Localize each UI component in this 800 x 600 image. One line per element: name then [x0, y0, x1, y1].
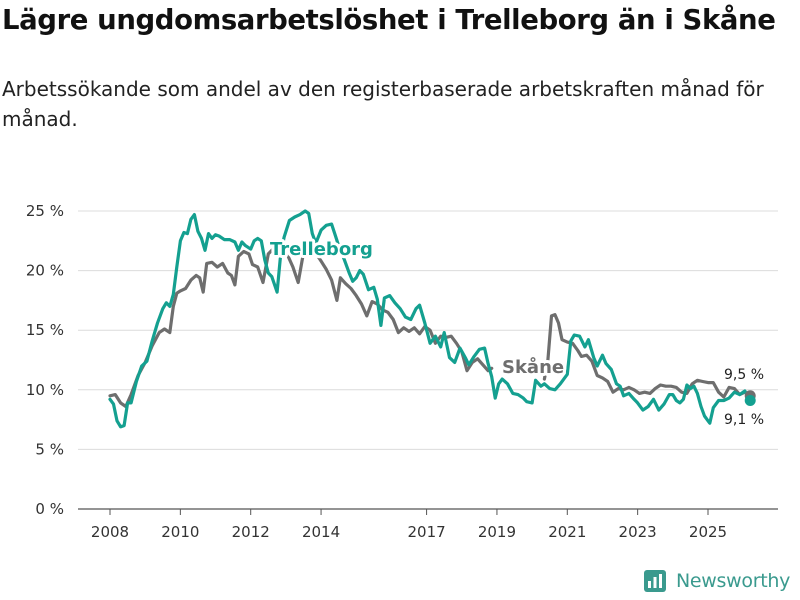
- series-line-skane: [542, 313, 752, 399]
- x-tick-label: 2023: [619, 523, 657, 541]
- y-tick-label: 25 %: [26, 202, 64, 220]
- x-tick-label: 2010: [161, 523, 199, 541]
- x-tick-label: 2025: [689, 523, 727, 541]
- x-tick-label: 2014: [302, 523, 340, 541]
- x-tick-label: 2019: [478, 523, 516, 541]
- series-label-trelleborg: Trelleborg: [270, 239, 373, 260]
- end-point-trelleborg: [744, 395, 756, 407]
- x-tick-label: 2008: [91, 523, 129, 541]
- series-lines: [108, 209, 756, 429]
- chart-title: Lägre ungdomsarbetslöshet i Trelleborg ä…: [2, 4, 776, 36]
- gridlines: [78, 210, 778, 510]
- x-tick-label: 2012: [232, 523, 270, 541]
- newsworthy-brand: Newsworthy: [644, 570, 790, 592]
- x-axis: 2008 2010 2012 2014 2017 2019 2021 2023 2025: [91, 509, 727, 541]
- x-tick-label: 2017: [407, 523, 445, 541]
- y-tick-label: 20 %: [26, 262, 64, 280]
- series-label-skane: Skåne: [502, 356, 564, 378]
- series-line-skane: [108, 245, 494, 409]
- end-label-skane: 9,5 %: [724, 367, 764, 383]
- y-tick-label: 0 %: [35, 500, 64, 518]
- x-tick-label: 2021: [548, 523, 586, 541]
- chart-subtitle: Arbetssökande som andel av den registerb…: [2, 77, 764, 131]
- y-axis: 0 % 5 % 10 % 15 % 20 % 25 %: [26, 202, 64, 518]
- series-labels: Trelleborg Skåne 9,5 % 9,1 %: [267, 236, 764, 428]
- series-line-trelleborg: [108, 209, 752, 429]
- y-tick-label: 15 %: [26, 321, 64, 339]
- newsworthy-logo-icon: [644, 570, 666, 592]
- y-tick-label: 10 %: [26, 381, 64, 399]
- end-label-trelleborg: 9,1 %: [724, 412, 764, 428]
- brand-name: Newsworthy: [676, 570, 791, 592]
- y-tick-label: 5 %: [35, 440, 64, 458]
